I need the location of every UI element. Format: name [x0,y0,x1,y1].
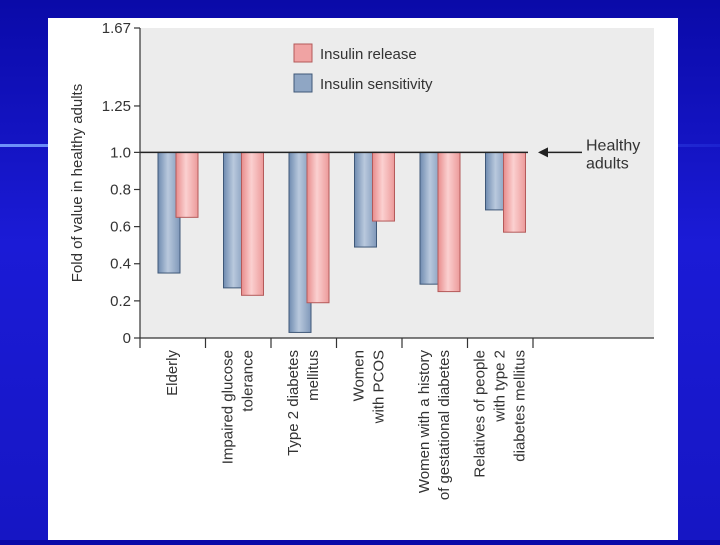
y-tick-label: 1.25 [102,98,131,115]
y-tick-label: 0.4 [110,256,131,273]
x-category-label-5: of gestational diabetes [436,350,453,500]
x-category-label-6: Relatives of people [472,350,489,478]
y-axis-title: Fold of value in healthy adults [69,84,86,282]
x-category-label-6: diabetes mellitus [512,350,529,462]
x-category-label-6: with type 2 [492,350,509,423]
legend-swatch-2 [293,73,313,93]
legend-label-2: Insulin sensitivity [320,76,433,93]
legend-swatch-1 [293,43,313,63]
bar-insulin-release-5 [437,151,461,293]
x-category-label-4: Women [351,350,368,401]
annotation-arrow-head [538,147,548,158]
chart-panel: 0 0.2 0.4 0.6 0.8 1.0 1.25 1.67 Fold of value i… [48,18,678,540]
y-tick-label: 0 [123,330,131,347]
bar-insulin-release-4 [372,151,395,222]
x-category-label-3: Type 2 diabetes [285,350,302,456]
x-category-label-2: Impaired glucose [220,350,237,464]
x-category-label-5: Women with a history [416,350,433,494]
bar-insulin-release-1 [175,151,199,218]
annotation-healthy-adults: adults [586,155,629,172]
x-category-label-2: tolerance [240,350,257,412]
y-tick-label: 1.0 [110,144,131,161]
bar-insulin-release-2 [241,151,264,296]
bar-chart: 0 0.2 0.4 0.6 0.8 1.0 1.25 1.67 Fold of value i… [69,20,654,500]
legend-label-1: Insulin release [320,46,417,63]
x-category-label-4: with PCOS [371,350,388,424]
bar-insulin-release-3 [306,151,330,304]
x-category-label-3: mellitus [305,350,322,401]
y-tick-label: 0.6 [110,219,131,236]
y-tick-label: 0.2 [110,293,131,310]
bar-insulin-release-6 [503,151,526,233]
annotation-healthy-adults: Healthy [586,137,640,154]
x-category-label-1: Elderly [164,350,181,396]
y-tick-label: 1.67 [102,20,131,37]
plot-area [140,28,654,338]
y-tick-label: 0.8 [110,181,131,198]
